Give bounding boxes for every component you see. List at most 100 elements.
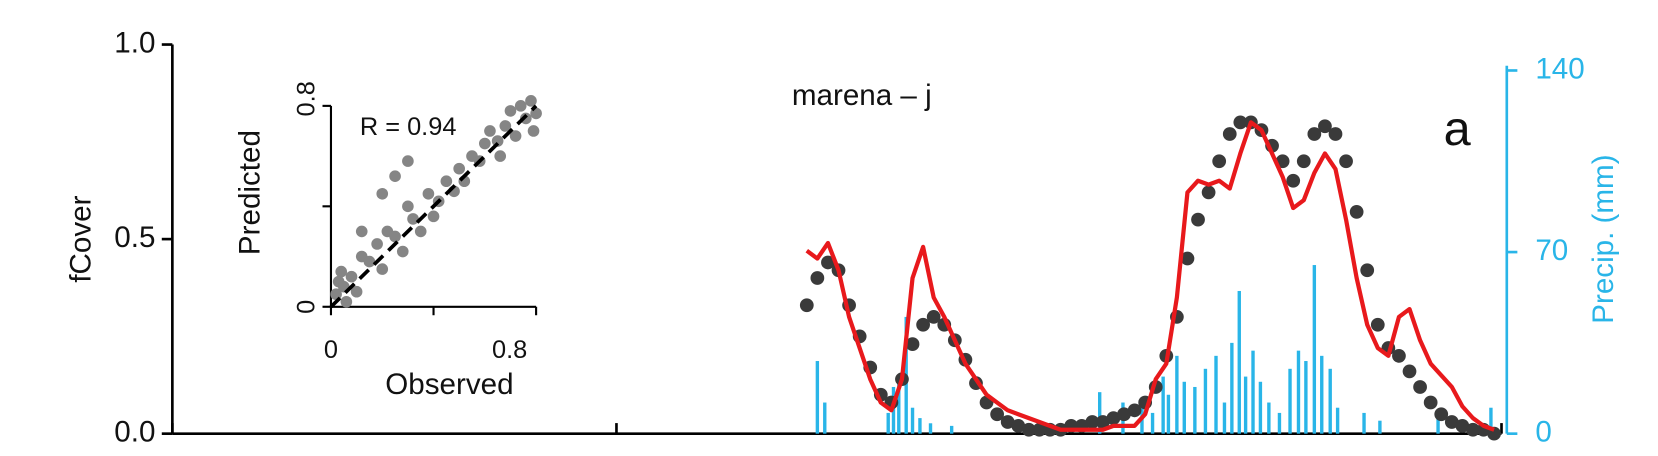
inset-point xyxy=(350,285,363,298)
one-to-one-line xyxy=(329,104,538,309)
inset-point xyxy=(453,162,465,175)
observed-point xyxy=(1212,154,1227,169)
y-axis-label: fCover xyxy=(64,195,97,282)
observed-point xyxy=(1106,411,1121,425)
observed-point xyxy=(1423,395,1438,410)
inset-point xyxy=(407,213,419,225)
precip-bar xyxy=(1243,376,1248,434)
observed-point xyxy=(1455,419,1470,433)
inset-point xyxy=(509,130,522,142)
observed-point xyxy=(1095,415,1110,429)
observed-point xyxy=(1296,154,1311,169)
precip-bar xyxy=(1335,407,1340,434)
precip-bar xyxy=(1150,412,1155,434)
precip-bar xyxy=(1161,376,1165,434)
inset-y-tick-label: 0.8 xyxy=(292,81,320,116)
inset-point xyxy=(355,225,368,238)
observed-point xyxy=(916,317,930,332)
precip-bar xyxy=(910,407,915,434)
precip-bar xyxy=(897,376,901,434)
inset-point xyxy=(514,100,527,112)
precip-bar xyxy=(1175,355,1179,434)
inset-point xyxy=(396,245,409,258)
precip-bar xyxy=(1312,265,1317,434)
inset-point xyxy=(427,210,440,223)
precip-bar xyxy=(886,412,890,434)
inset-point xyxy=(422,187,435,200)
inset-y-label: Predicted xyxy=(233,130,266,255)
precip-bar xyxy=(1098,392,1102,434)
y2-tick-label: 70 xyxy=(1535,234,1568,267)
observed-point xyxy=(1339,154,1353,169)
inset-point xyxy=(527,125,540,137)
precip-bar xyxy=(1436,412,1440,434)
inset-point xyxy=(414,225,427,238)
predicted-line xyxy=(805,120,1495,432)
observed-point xyxy=(1370,317,1385,332)
observed-point xyxy=(1191,212,1205,227)
y-tick-label: 1.0 xyxy=(114,26,155,59)
observed-point xyxy=(990,407,1004,422)
precip-bar xyxy=(1230,342,1234,434)
observed-point xyxy=(1201,185,1216,200)
y2-tick-label: 0 xyxy=(1535,415,1551,448)
observed-point xyxy=(1286,173,1301,188)
y-tick-label: 0.0 xyxy=(114,415,155,448)
observed-point xyxy=(1032,422,1047,437)
y2-axis-label: Precip. (mm) xyxy=(1587,154,1620,323)
precip-bar xyxy=(1222,402,1227,434)
panel-label: a xyxy=(1444,102,1472,156)
observed-point xyxy=(1328,127,1343,141)
precip-bar xyxy=(1214,355,1218,434)
observed-point xyxy=(1402,364,1417,379)
observed-point xyxy=(1021,422,1036,437)
inset-point xyxy=(402,200,414,213)
observed-point xyxy=(1180,251,1195,266)
observed-point xyxy=(799,298,814,313)
inset-x-tick-label: 0.8 xyxy=(492,336,527,364)
inset-point xyxy=(504,105,517,117)
inset-point xyxy=(376,263,389,275)
precip-bar xyxy=(1237,290,1241,434)
observed-point xyxy=(1392,348,1406,363)
y-tick-label: 0.5 xyxy=(114,221,155,254)
inset-x-label: Observed xyxy=(385,368,513,401)
inset-point xyxy=(340,295,353,308)
observed-point xyxy=(1434,407,1449,422)
observed-point xyxy=(1307,127,1322,141)
observed-point xyxy=(1349,204,1364,219)
observed-point xyxy=(926,310,941,324)
inset-point xyxy=(484,125,496,137)
precip-bar xyxy=(1193,386,1197,434)
inset-point xyxy=(402,155,414,167)
observed-point xyxy=(1233,115,1248,130)
observed-point xyxy=(1318,119,1332,134)
precip-bar xyxy=(1166,394,1171,434)
observed-point xyxy=(1000,415,1015,429)
inset-point xyxy=(525,95,537,107)
precip-bar xyxy=(1288,368,1292,434)
precip-bar xyxy=(1489,407,1493,434)
precip-bar xyxy=(1258,381,1263,434)
precip-bar xyxy=(1277,412,1282,434)
inset-point xyxy=(499,120,512,132)
precip-bar xyxy=(1251,350,1255,434)
precip-bar xyxy=(823,402,827,434)
precip-bar xyxy=(1328,368,1332,434)
precip-bar xyxy=(1296,350,1301,434)
precip-bar xyxy=(1267,402,1271,434)
observed-point xyxy=(1444,415,1459,429)
inset-point xyxy=(335,265,348,278)
observed-point xyxy=(1085,415,1100,429)
precip-bar xyxy=(1304,361,1308,434)
precip-bar xyxy=(1203,368,1208,434)
precip-bar xyxy=(1378,420,1382,434)
observed-point xyxy=(1360,263,1375,278)
observed-point xyxy=(821,255,835,270)
inset-annotation: R = 0.94 xyxy=(360,113,457,141)
precip-bar xyxy=(1362,412,1366,434)
observed-point xyxy=(1117,407,1131,422)
inset-point xyxy=(345,270,358,283)
inset-x-tick-label: 0 xyxy=(324,336,338,364)
